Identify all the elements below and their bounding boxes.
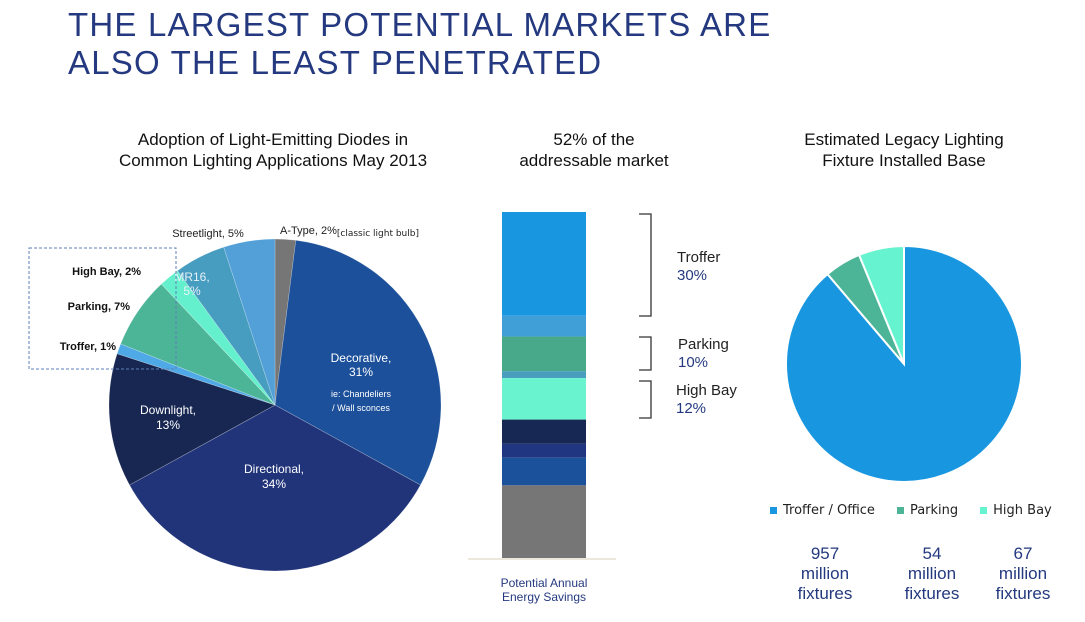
adoption-pie-slice-parking — [120, 283, 276, 406]
stat-parking-unit2: fixtures — [904, 584, 960, 603]
page-title-line1: THE LARGEST POTENTIAL MARKETS ARE — [68, 6, 772, 43]
adoption-pie-slice-decorative — [274, 239, 442, 486]
pie-label-parking: Parking, 7% — [68, 301, 131, 313]
stat-high-bay-unit2: fixtures — [995, 584, 1051, 603]
bracket-high-bay — [639, 380, 652, 419]
pie-label-directional-value: 34% — [262, 477, 286, 491]
adoption-chart-title-line2: Common Lighting Applications May 2013 — [118, 151, 428, 170]
installed-base-pie-slice-high-bay — [857, 244, 905, 365]
adoption-chart-title: Adoption of Light-Emitting Diodes in Com… — [98, 129, 448, 171]
bracket-troffer — [639, 213, 652, 317]
pie-label-a-type-text: A-Type, 2% — [280, 225, 337, 237]
bracket-label-parking-value: 10% — [678, 354, 709, 371]
stat-high-bay-unit1: million — [998, 564, 1048, 583]
legend-item-parking: Parking — [896, 503, 959, 518]
stat-troffer-unit1: million — [800, 564, 850, 583]
bracket-label-troffer-value: 30% — [677, 267, 708, 284]
bracket-label-high-bay-name: High Bay — [676, 382, 737, 399]
stat-parking-value: 54 — [922, 544, 942, 563]
pie-note-decorative-line2: / Wall sconces — [332, 403, 390, 413]
adoption-pie-slice-downlight — [108, 353, 276, 486]
bar-segment-decorative — [502, 457, 586, 486]
legend-item-high-bay: High Bay — [980, 503, 1052, 518]
bar-segment-troffer — [502, 212, 586, 316]
bar-segment-high-bay — [502, 378, 586, 420]
pie-label-decorative-name: Decorative, — [331, 351, 392, 365]
bracket-label-high-bay: High Bay 12% — [676, 382, 737, 418]
page-title-line2: ALSO THE LEAST PENETRATED — [68, 44, 603, 81]
installed-base-title: Estimated Legacy Lighting Fixture Instal… — [769, 129, 1039, 171]
installed-base-legend: Troffer / Office Parking High Bay — [770, 503, 1052, 518]
pie-label-decorative-value: 31% — [349, 365, 373, 379]
stat-high-bay: 67 million fixtures — [978, 544, 1068, 604]
adoption-pie-slice-high-bay — [160, 270, 276, 406]
installed-base-pie — [785, 244, 1023, 483]
pie-label-downlight-name: Downlight, — [140, 403, 196, 417]
legend-item-troffer: Troffer / Office — [770, 503, 875, 518]
legend-swatch-high-bay — [980, 507, 988, 514]
adoption-pie-slice-mr16 — [177, 246, 276, 406]
stat-troffer-value: 957 — [810, 544, 840, 563]
legend-swatch-troffer — [770, 507, 777, 514]
bar-segment-streetlight — [502, 315, 586, 337]
pie-label-high-bay: High Bay, 2% — [72, 266, 141, 278]
adoption-pie-slice-a-type — [274, 238, 297, 406]
bar-x-label-line1: Potential Annual — [500, 576, 588, 590]
bar-segment-mr16 — [502, 371, 586, 379]
pie-note-decorative-line1: ie: Chandeliers — [331, 389, 392, 399]
legend-label-troffer: Troffer / Office — [783, 503, 875, 518]
bracket-label-parking: Parking 10% — [678, 336, 729, 372]
stat-troffer-unit2: fixtures — [797, 584, 853, 603]
bar-segment-parking — [502, 336, 586, 372]
energy-savings-stacked-bar — [502, 212, 586, 558]
legend-label-parking: Parking — [909, 503, 959, 518]
pie-label-mr16-name: MR16, — [174, 270, 209, 284]
pie-label-a-type: A-Type, 2%[classic light bulb] — [280, 225, 419, 239]
pie-label-a-type-note: [classic light bulb] — [337, 229, 419, 239]
adoption-pie — [108, 238, 442, 572]
page-title: THE LARGEST POTENTIAL MARKETS ARE ALSO T… — [68, 6, 771, 82]
pie-label-streetlight: Streetlight, 5% — [172, 228, 244, 240]
pie-label-mr16-value: 5% — [183, 284, 201, 298]
bar-segment-a-type — [502, 485, 586, 558]
market-bar-title-line1: 52% of the — [553, 130, 635, 149]
bracket-label-troffer-name: Troffer — [677, 249, 721, 266]
stat-high-bay-value: 67 — [1013, 544, 1033, 563]
stat-parking: 54 million fixtures — [887, 544, 977, 604]
highlight-box — [28, 247, 177, 370]
market-bar-title: 52% of the addressable market — [494, 129, 694, 171]
adoption-pie-slice-streetlight — [223, 238, 276, 406]
adoption-pie-slice-directional — [129, 404, 421, 572]
bar-segment-directional — [502, 443, 586, 458]
bracket-label-high-bay-value: 12% — [676, 400, 707, 417]
legend-swatch-parking — [896, 507, 904, 514]
pie-label-troffer: Troffer, 1% — [60, 341, 116, 353]
bracket-parking — [639, 336, 652, 371]
installed-base-title-line2: Fixture Installed Base — [822, 151, 986, 170]
bracket-label-parking-name: Parking — [678, 336, 729, 353]
pie-label-directional-name: Directional, — [244, 462, 304, 476]
adoption-chart-title-line1: Adoption of Light-Emitting Diodes in — [137, 130, 409, 149]
adoption-pie-labels: Streetlight, 5% A-Type, 2%[classic light… — [60, 225, 419, 491]
adoption-pie-slice-troffer — [116, 343, 276, 406]
installed-base-title-line1: Estimated Legacy Lighting — [804, 130, 1004, 149]
pie-label-downlight-value: 13% — [156, 418, 180, 432]
legend-label-high-bay: High Bay — [993, 503, 1052, 518]
bar-segment-downlight — [502, 419, 586, 444]
bracket-label-troffer: Troffer 30% — [677, 249, 720, 285]
bar-x-label-line2: Energy Savings — [501, 590, 587, 604]
stat-troffer: 957 million fixtures — [780, 544, 870, 604]
stat-parking-unit1: million — [907, 564, 957, 583]
market-bar-title-line2: addressable market — [519, 151, 669, 170]
bar-x-label: Potential Annual Energy Savings — [484, 576, 604, 604]
